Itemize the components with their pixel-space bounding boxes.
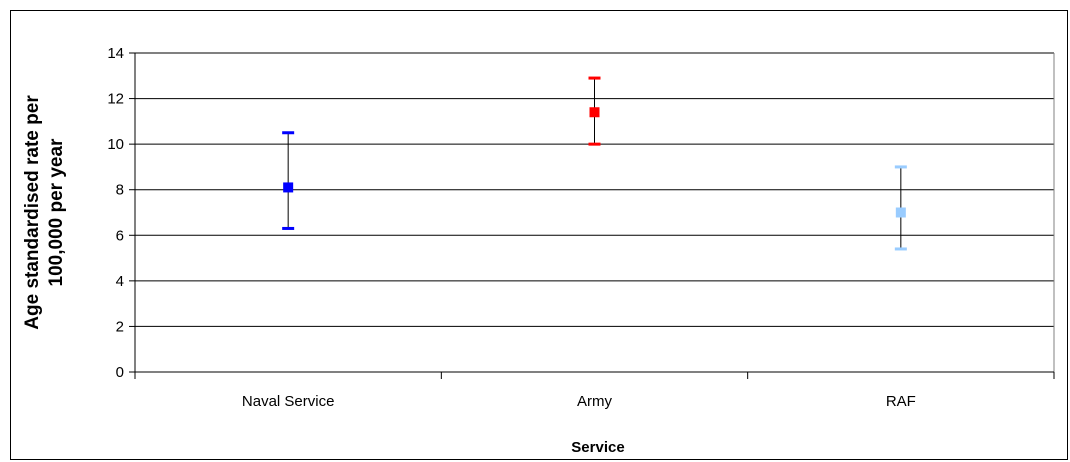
point-marker (895, 207, 906, 218)
y-tick-label: 12 (107, 91, 124, 108)
y-axis-title: Age standardised rate per 100,000 per yea… (22, 95, 67, 330)
data-point-raf (894, 165, 907, 251)
y-axis-title-line: Age standardised rate per (22, 95, 43, 330)
x-category-label: Naval Service (242, 393, 335, 410)
x-category-labels: Naval Service Army RAF (242, 393, 916, 410)
axes (129, 52, 1055, 379)
y-tick-label: 0 (116, 364, 124, 381)
y-tick-label: 14 (107, 45, 124, 62)
x-category-label: Army (577, 393, 612, 410)
x-axis-title: Service (571, 439, 624, 456)
chart-frame: Age standardised rate per 100,000 per yea… (10, 10, 1068, 460)
chart-svg: Age standardised rate per 100,000 per yea… (22, 45, 1055, 456)
y-tick-label: 8 (116, 182, 124, 199)
y-tick-label: 2 (116, 318, 124, 335)
x-category-label: RAF (886, 393, 916, 410)
point-marker (283, 182, 294, 193)
data-point-army (588, 76, 601, 146)
y-tick-label: 10 (107, 136, 124, 153)
point-marker (589, 107, 600, 118)
data-point-naval-service (282, 131, 295, 230)
y-tick-label: 6 (116, 227, 124, 244)
y-axis-title-line: 100,000 per year (46, 138, 67, 287)
y-tick-label: 4 (116, 273, 124, 290)
y-tick-labels: 0 2 4 6 8 10 12 14 (107, 45, 124, 381)
data-points (282, 76, 907, 251)
